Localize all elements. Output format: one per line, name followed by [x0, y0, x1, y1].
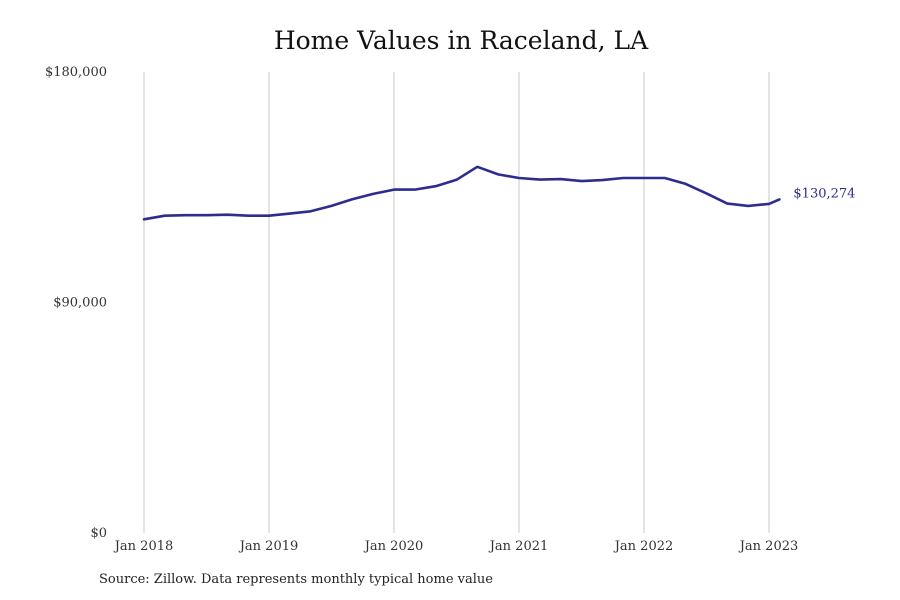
x-tick-label: Jan 2018	[113, 539, 174, 554]
y-tick-label: $90,000	[53, 296, 107, 311]
x-tick-label: Jan 2023	[738, 539, 799, 554]
source-note: Source: Zillow. Data represents monthly …	[99, 572, 493, 587]
x-tick-label: Jan 2019	[238, 539, 299, 554]
y-tick-label: $180,000	[45, 65, 107, 80]
x-tick-label: Jan 2021	[488, 539, 549, 554]
y-tick-label: $0	[90, 526, 107, 541]
x-tick-label: Jan 2020	[363, 539, 424, 554]
end-value-label: $130,274	[793, 186, 855, 201]
series-line-home-value	[142, 165, 781, 221]
x-tick-label: Jan 2022	[613, 539, 674, 554]
chart-title: Home Values in Raceland, LA	[273, 26, 649, 55]
